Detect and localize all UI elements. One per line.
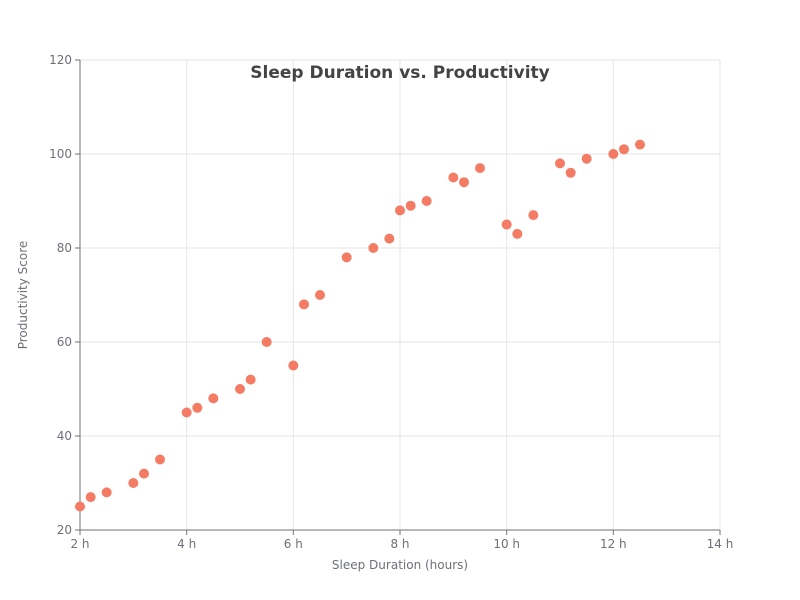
data-point[interactable]	[181, 407, 192, 418]
y-axis-label: Productivity Score	[16, 241, 30, 350]
data-point[interactable]	[459, 177, 469, 188]
data-point[interactable]	[128, 478, 139, 488]
x-axis-label: Sleep Duration (hours)	[332, 558, 468, 572]
data-point[interactable]	[75, 501, 85, 512]
data-point[interactable]	[235, 384, 245, 394]
data-point[interactable]	[565, 167, 576, 178]
data-point[interactable]	[475, 163, 485, 174]
data-point[interactable]	[139, 468, 149, 479]
y-tick-label: 100	[49, 147, 72, 161]
data-point[interactable]	[299, 299, 309, 310]
data-point[interactable]	[315, 290, 325, 300]
y-tick-label: 60	[57, 335, 72, 349]
data-point[interactable]	[192, 402, 203, 413]
x-tick-label: 12 h	[600, 537, 627, 551]
data-point[interactable]	[635, 139, 645, 150]
data-point[interactable]	[208, 393, 219, 404]
data-point[interactable]	[581, 153, 592, 164]
data-point[interactable]	[501, 219, 512, 230]
chart-title: Sleep Duration vs. Productivity	[250, 63, 549, 83]
data-point[interactable]	[619, 144, 629, 155]
data-point[interactable]	[555, 158, 565, 169]
x-tick-label: 8 h	[390, 537, 409, 551]
x-tick-label: 10 h	[493, 537, 520, 551]
data-point[interactable]	[85, 492, 96, 503]
data-point[interactable]	[528, 210, 539, 221]
x-tick-label: 2 h	[70, 537, 89, 551]
x-tick-label: 4 h	[177, 537, 196, 551]
data-point[interactable]	[261, 337, 272, 347]
data-point[interactable]	[368, 243, 379, 253]
y-tick-label: 120	[49, 53, 72, 67]
data-point[interactable]	[421, 196, 432, 206]
data-point[interactable]	[395, 205, 405, 216]
data-point[interactable]	[101, 487, 112, 498]
axes: 2 h 4 h 6 h 8 h 10 h 12 h 14 h 20 40 60 80 100 120	[49, 53, 733, 551]
data-point[interactable]	[155, 454, 165, 465]
y-tick-label: 80	[57, 241, 72, 255]
data-point[interactable]	[245, 374, 256, 385]
data-point[interactable]	[512, 228, 523, 239]
y-tick-label: 20	[57, 523, 72, 537]
data-point[interactable]	[405, 200, 416, 211]
x-tick-label: 6 h	[284, 537, 303, 551]
data-point[interactable]	[608, 149, 619, 159]
data-point[interactable]	[448, 172, 459, 183]
data-point[interactable]	[341, 252, 352, 263]
data-point[interactable]	[384, 233, 395, 244]
y-tick-label: 40	[57, 429, 72, 443]
data-points	[75, 139, 645, 512]
grid	[80, 59, 721, 530]
data-point[interactable]	[288, 360, 299, 371]
x-tick-label: 14 h	[707, 537, 734, 551]
